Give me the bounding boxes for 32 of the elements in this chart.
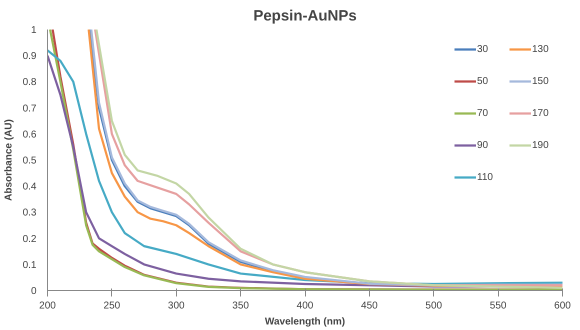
y-tick-label: 1 <box>30 25 37 36</box>
y-axis-title: Absorbance (AU) <box>4 119 15 201</box>
y-tick-label: 0.7 <box>22 103 37 114</box>
x-axis-title: Wavelength (nm) <box>264 316 346 328</box>
x-tick-label: 200 <box>39 300 56 312</box>
x-tick-label: 450 <box>361 300 378 312</box>
y-tick-label: 0.4 <box>22 182 37 193</box>
legend-label: 170 <box>532 107 550 119</box>
x-tick-label: 550 <box>490 300 507 312</box>
y-tick-label: 0 <box>30 286 37 297</box>
legend-label: 110 <box>477 171 494 183</box>
y-tick-label: 0.8 <box>22 77 37 88</box>
legend-label: 70 <box>477 107 490 119</box>
chart-title: Pepsin-AuNPs <box>253 8 357 24</box>
legend-label: 130 <box>532 43 550 55</box>
x-tick-label: 350 <box>232 300 250 312</box>
legend-label: 30 <box>477 43 490 55</box>
x-tick-label: 400 <box>296 300 314 312</box>
y-tick-label: 0.5 <box>22 156 37 166</box>
y-tick-label: 0.9 <box>22 51 37 62</box>
y-tick-label: 0.6 <box>22 129 37 140</box>
x-tick-label: 600 <box>554 300 572 312</box>
y-tick-label: 0.1 <box>22 260 37 271</box>
y-tick-label: 0.2 <box>22 234 37 245</box>
legend-label: 150 <box>532 75 550 87</box>
x-tick-label: 300 <box>168 300 186 312</box>
legend-label: 90 <box>477 139 490 151</box>
legend-label: 50 <box>477 75 490 87</box>
y-tick-label: 0.3 <box>22 208 37 219</box>
legend-label: 190 <box>532 139 550 151</box>
x-tick-label: 250 <box>104 300 121 312</box>
x-tick-label: 500 <box>425 300 443 312</box>
